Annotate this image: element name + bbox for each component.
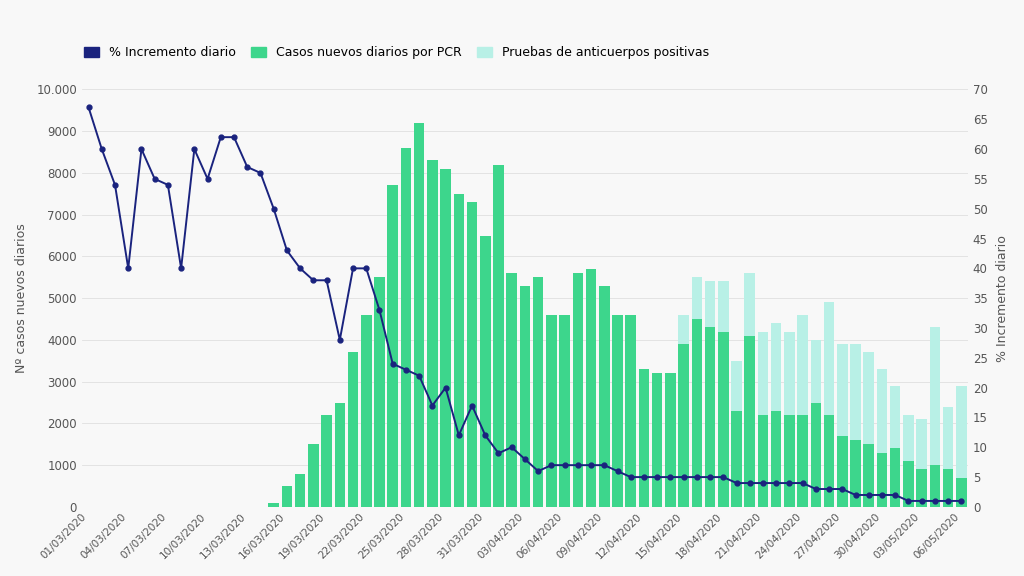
- Bar: [916, 469, 927, 507]
- Bar: [454, 194, 464, 507]
- Bar: [308, 444, 318, 507]
- Bar: [771, 411, 781, 507]
- Bar: [705, 282, 716, 327]
- Bar: [798, 315, 808, 415]
- Bar: [758, 332, 768, 415]
- Bar: [771, 323, 781, 411]
- Bar: [877, 453, 887, 507]
- Bar: [532, 277, 544, 507]
- Bar: [348, 353, 358, 507]
- Bar: [811, 340, 821, 403]
- Bar: [718, 282, 729, 332]
- Bar: [652, 373, 663, 507]
- Bar: [890, 449, 900, 507]
- Y-axis label: % Incremento diario: % Incremento diario: [996, 235, 1009, 362]
- Bar: [612, 315, 623, 507]
- Bar: [400, 148, 412, 507]
- Bar: [507, 273, 517, 507]
- Bar: [744, 336, 755, 507]
- Legend: % Incremento diario, Casos nuevos diarios por PCR, Pruebas de anticuerpos positi: % Incremento diario, Casos nuevos diario…: [79, 41, 714, 65]
- Bar: [519, 286, 530, 507]
- Bar: [546, 315, 557, 507]
- Bar: [784, 332, 795, 415]
- Bar: [480, 236, 490, 507]
- Bar: [494, 165, 504, 507]
- Bar: [823, 415, 835, 507]
- Bar: [837, 436, 848, 507]
- Bar: [705, 327, 716, 507]
- Bar: [387, 185, 398, 507]
- Bar: [666, 373, 676, 507]
- Bar: [467, 202, 477, 507]
- Bar: [850, 344, 861, 440]
- Bar: [295, 473, 305, 507]
- Bar: [322, 415, 332, 507]
- Bar: [586, 269, 596, 507]
- Bar: [877, 369, 887, 453]
- Bar: [811, 403, 821, 507]
- Bar: [784, 415, 795, 507]
- Bar: [599, 286, 609, 507]
- Bar: [282, 486, 292, 507]
- Bar: [903, 461, 913, 507]
- Bar: [930, 465, 940, 507]
- Bar: [823, 302, 835, 415]
- Bar: [731, 361, 741, 411]
- Bar: [943, 407, 953, 469]
- Bar: [691, 319, 702, 507]
- Bar: [626, 315, 636, 507]
- Bar: [678, 344, 689, 507]
- Bar: [850, 440, 861, 507]
- Bar: [930, 327, 940, 465]
- Bar: [572, 273, 583, 507]
- Bar: [639, 369, 649, 507]
- Bar: [440, 169, 451, 507]
- Bar: [956, 478, 967, 507]
- Bar: [903, 415, 913, 461]
- Bar: [744, 273, 755, 336]
- Bar: [837, 344, 848, 436]
- Bar: [943, 469, 953, 507]
- Bar: [758, 415, 768, 507]
- Bar: [374, 277, 385, 507]
- Bar: [335, 403, 345, 507]
- Y-axis label: Nº casos nuevos diarios: Nº casos nuevos diarios: [15, 223, 28, 373]
- Bar: [718, 332, 729, 507]
- Bar: [427, 160, 437, 507]
- Bar: [863, 444, 874, 507]
- Bar: [890, 386, 900, 449]
- Bar: [559, 315, 570, 507]
- Bar: [916, 419, 927, 469]
- Bar: [678, 315, 689, 344]
- Bar: [798, 415, 808, 507]
- Bar: [863, 353, 874, 444]
- Bar: [956, 386, 967, 478]
- Bar: [731, 411, 741, 507]
- Bar: [268, 503, 279, 507]
- Bar: [414, 123, 424, 507]
- Bar: [691, 277, 702, 319]
- Bar: [361, 315, 372, 507]
